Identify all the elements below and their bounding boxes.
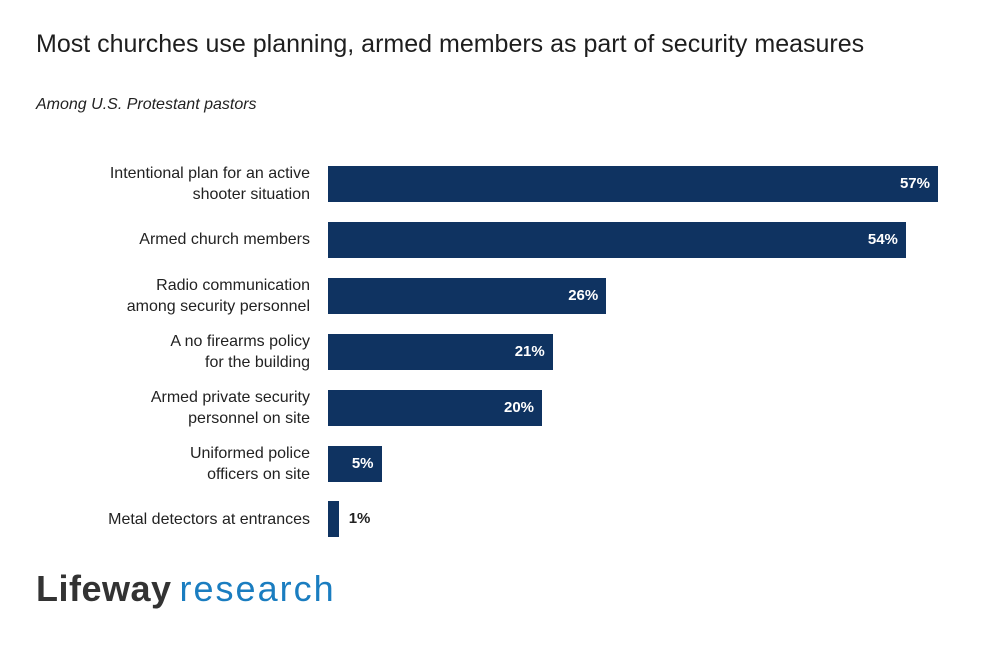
data-label: 26% (568, 286, 599, 304)
data-label: 57% (899, 175, 930, 192)
chart-subtitle: Among U.S. Protestant pastors (36, 96, 257, 113)
lifeway-research-logo: Lifeway research (36, 568, 336, 610)
category-label: A no firearms policy for the building (170, 332, 310, 371)
bar (328, 277, 607, 314)
bar (328, 221, 906, 258)
data-label: 5% (351, 454, 374, 472)
category-label: Armed private security personnel on site (150, 388, 310, 427)
category-label: Metal detectors at entrances (108, 510, 310, 528)
bar (328, 389, 543, 426)
category-label: Radio communication among security perso… (126, 276, 310, 315)
category-label: Armed church members (139, 231, 310, 249)
bar (328, 166, 938, 202)
data-label: 54% (867, 230, 898, 248)
logo-lifeway: Lifeway (36, 568, 172, 609)
data-label: 20% (504, 398, 535, 416)
chart-title: Most churches use planning, armed member… (36, 30, 865, 58)
bar (328, 501, 339, 538)
bar (328, 445, 382, 482)
category-label: Uniformed police officers on site (189, 444, 310, 483)
bar (328, 333, 553, 370)
data-label: 1% (348, 510, 371, 528)
logo-research: research (179, 568, 336, 609)
category-label: Intentional plan for an active shooter s… (109, 165, 310, 203)
data-label: 21% (514, 342, 545, 360)
